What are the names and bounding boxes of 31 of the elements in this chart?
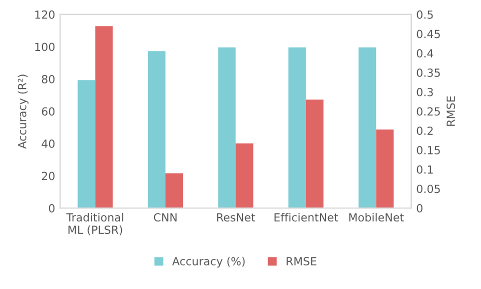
y2-tick-label: 0.25 [416,107,440,116]
y-tick-label: 100 [35,42,55,52]
x-tick-label: CNN [154,213,177,222]
x-tick-label: Traditional ML (PLSR) [66,212,124,236]
y-tick-label: 60 [42,107,55,116]
y2-tick-label: 0 [416,204,422,212]
y2-tick-label: 0.5 [416,10,433,19]
legend-label: RMSE [286,257,316,266]
y-tick-label: 80 [42,74,55,84]
y2-tick-label: 0.35 [416,68,440,77]
x-tick-label: EfficientNet [274,212,338,222]
y2-tick-label: 0.2 [416,126,433,136]
y2-tick-label: 0.4 [416,49,434,58]
y2-tick-label: 0.1 [416,165,433,174]
x-tick-label: ResNet [217,213,256,222]
y-axis-title: Accuracy (R²) [18,74,28,149]
x-tick-label: MobileNet [349,212,404,222]
y-tick-label: 40 [42,140,55,148]
y-tick-label: 20 [42,172,55,180]
bar [148,51,166,208]
y-tick-label: 0 [48,204,55,212]
y2-axis-title: RMSE [446,96,456,126]
y2-tick-label: 0.45 [416,30,440,38]
y-tick-label: 120 [35,10,55,19]
y2-tick-label: 0.05 [416,184,440,194]
bar [218,47,236,208]
bar [358,47,376,208]
y2-tick-label: 0.3 [416,88,433,96]
y2-tick-label: 0.15 [416,146,440,154]
legend-label: Accuracy (%) [172,256,245,268]
bar [165,173,184,208]
